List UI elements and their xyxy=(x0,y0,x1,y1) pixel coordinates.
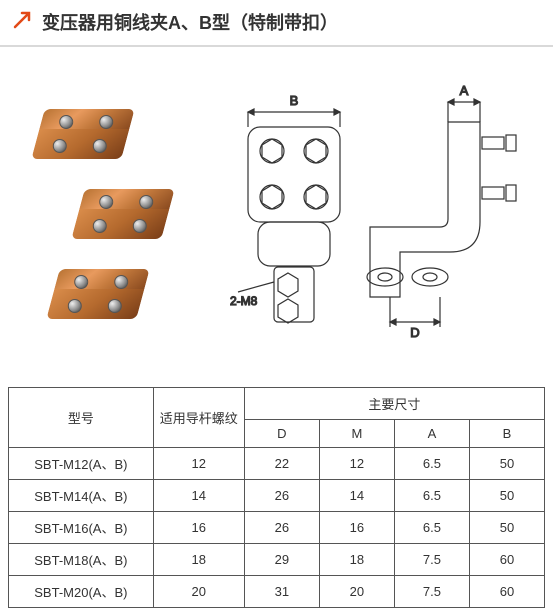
dimensions-table: 型号 适用导杆螺纹 主要尺寸 D M A B SBT-M12(A、B)12221… xyxy=(8,387,545,608)
table-cell: 50 xyxy=(469,448,544,480)
page-header: 变压器用铜线夹A、B型（特制带扣） xyxy=(0,0,553,47)
table-cell: 18 xyxy=(153,544,244,576)
table-cell: 16 xyxy=(319,512,394,544)
table-cell: 60 xyxy=(469,576,544,608)
table-cell: 29 xyxy=(244,544,319,576)
dim-label-A: A xyxy=(460,83,469,98)
table-cell: 22 xyxy=(244,448,319,480)
table-cell: 6.5 xyxy=(394,480,469,512)
table-cell: SBT-M20(A、B) xyxy=(9,576,154,608)
table-cell: 7.5 xyxy=(394,544,469,576)
product-photo xyxy=(20,97,220,337)
table-cell: SBT-M18(A、B) xyxy=(9,544,154,576)
spec-table: 型号 适用导杆螺纹 主要尺寸 D M A B SBT-M12(A、B)12221… xyxy=(8,387,545,608)
col-header: 型号 xyxy=(9,388,154,448)
table-cell: SBT-M14(A、B) xyxy=(9,480,154,512)
table-row: SBT-M18(A、B)1829187.560 xyxy=(9,544,545,576)
col-header-group: 主要尺寸 xyxy=(244,388,544,420)
table-cell: SBT-M16(A、B) xyxy=(9,512,154,544)
dim-label-2M8: 2-M8 xyxy=(230,294,258,308)
col-header: B xyxy=(469,420,544,448)
table-cell: 31 xyxy=(244,576,319,608)
technical-diagram: B xyxy=(230,77,530,357)
table-row: SBT-M12(A、B)1222126.550 xyxy=(9,448,545,480)
table-cell: 14 xyxy=(153,480,244,512)
table-cell: 20 xyxy=(319,576,394,608)
table-cell: 6.5 xyxy=(394,448,469,480)
table-cell: 7.5 xyxy=(394,576,469,608)
dim-label-D: D xyxy=(410,325,419,340)
table-cell: 26 xyxy=(244,512,319,544)
col-header: A xyxy=(394,420,469,448)
col-header: M xyxy=(319,420,394,448)
table-row: SBT-M16(A、B)1626166.550 xyxy=(9,512,545,544)
table-cell: 26 xyxy=(244,480,319,512)
figure-area: B xyxy=(10,67,543,367)
table-row: SBT-M14(A、B)1426146.550 xyxy=(9,480,545,512)
col-header: D xyxy=(244,420,319,448)
table-cell: SBT-M12(A、B) xyxy=(9,448,154,480)
clamp-photo xyxy=(45,257,155,332)
table-cell: 18 xyxy=(319,544,394,576)
page-title: 变压器用铜线夹A、B型（特制带扣） xyxy=(42,9,338,35)
table-cell: 50 xyxy=(469,512,544,544)
arrow-icon xyxy=(12,8,34,35)
table-row: SBT-M20(A、B)2031207.560 xyxy=(9,576,545,608)
table-cell: 20 xyxy=(153,576,244,608)
clamp-photo xyxy=(70,177,180,252)
table-cell: 6.5 xyxy=(394,512,469,544)
table-cell: 16 xyxy=(153,512,244,544)
table-cell: 14 xyxy=(319,480,394,512)
table-cell: 60 xyxy=(469,544,544,576)
col-header: 适用导杆螺纹 xyxy=(153,388,244,448)
table-cell: 50 xyxy=(469,480,544,512)
table-cell: 12 xyxy=(153,448,244,480)
clamp-photo xyxy=(30,97,140,172)
dim-label-B: B xyxy=(290,93,299,108)
table-cell: 12 xyxy=(319,448,394,480)
